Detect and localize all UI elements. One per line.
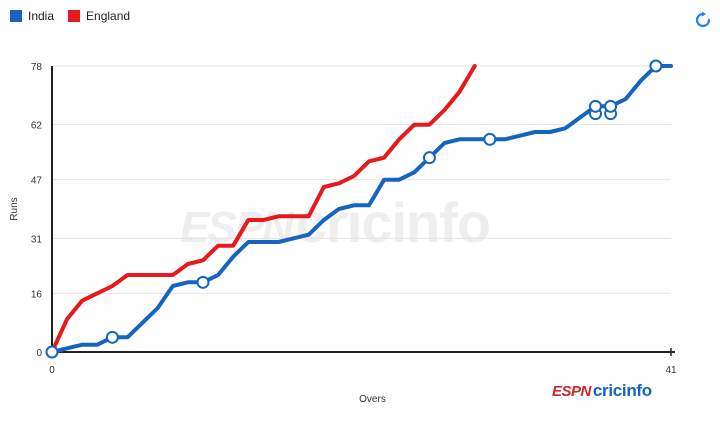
logo-cricinfo: cricinfo bbox=[592, 381, 652, 400]
wicket-marker-india bbox=[604, 99, 618, 113]
x-tick-label: 41 bbox=[665, 365, 677, 376]
legend-swatch bbox=[68, 10, 81, 22]
refresh-icon[interactable] bbox=[694, 11, 712, 29]
series-line-england bbox=[50, 64, 477, 354]
wicket-marker-india bbox=[45, 345, 59, 359]
y-axis-title: Runs bbox=[9, 197, 20, 220]
wicket-marker-india bbox=[196, 275, 210, 289]
watermark-logo: ESPN cricinfo bbox=[180, 190, 491, 255]
y-tick-label: 31 bbox=[31, 234, 43, 245]
y-tick-label: 16 bbox=[31, 289, 43, 300]
legend-item-england[interactable]: England bbox=[68, 9, 130, 23]
legend-label: England bbox=[86, 9, 131, 23]
espncricinfo-logo[interactable]: ESPN cricinfo bbox=[552, 381, 652, 401]
x-axis-title: Overs bbox=[359, 394, 386, 405]
wicket-marker-india bbox=[589, 99, 603, 113]
y-tick-label: 62 bbox=[31, 121, 43, 132]
wicket-marker-india bbox=[105, 330, 119, 344]
y-tick-label: 47 bbox=[31, 176, 43, 187]
wicket-marker-india bbox=[483, 132, 497, 146]
x-tick-label: 0 bbox=[49, 365, 55, 376]
series-line-india bbox=[50, 64, 673, 354]
legend: India England bbox=[10, 9, 130, 23]
wicket-marker-india bbox=[649, 59, 663, 73]
legend-label: India bbox=[28, 9, 55, 23]
logo-espn: ESPN bbox=[552, 383, 591, 400]
wicket-marker-india bbox=[422, 151, 436, 165]
y-tick-label: 78 bbox=[31, 62, 43, 73]
legend-swatch bbox=[10, 10, 22, 22]
y-tick-label: 0 bbox=[36, 348, 42, 359]
legend-item-india[interactable]: India bbox=[10, 9, 54, 23]
watermark-cricinfo: cricinfo bbox=[295, 191, 491, 254]
